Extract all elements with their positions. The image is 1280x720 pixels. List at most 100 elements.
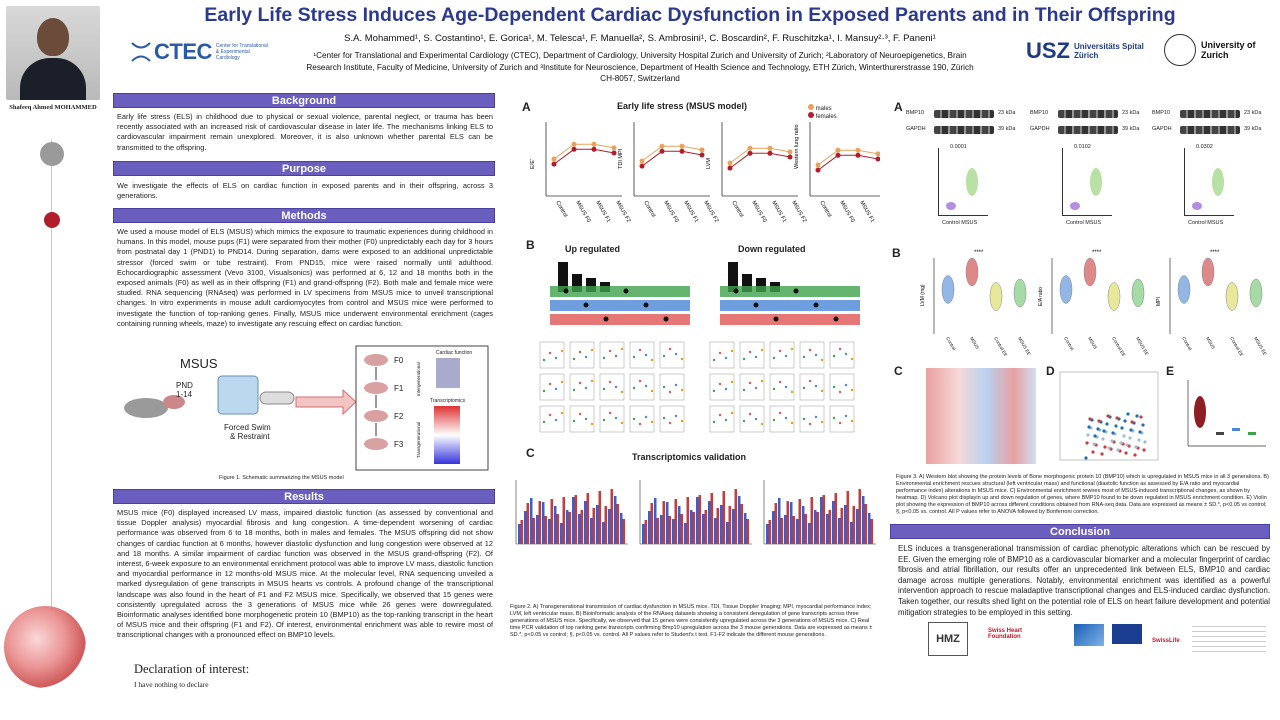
mini-point [748,381,752,385]
results-heading: Results [113,489,495,504]
mini-point [790,390,794,394]
data-point [815,162,821,168]
mini-plot [709,373,735,401]
generation-label: F1 [394,384,404,393]
mini-point [590,348,594,352]
data-point [835,147,841,153]
y-axis-label: TDI MPI [618,148,624,169]
bar-control [744,513,747,544]
bar-control [530,498,533,544]
set-row [550,286,690,297]
figure-1-caption: Figure 1. Schematic summarizing the MSUS… [219,475,344,481]
mini-point [548,382,552,386]
p-value: 0.0302 [1196,144,1213,150]
mini-point [572,357,576,361]
mini-point [778,349,782,353]
mini-plot [629,405,655,433]
kda-label: 39 kDa [998,126,1016,132]
bar-msus [644,520,647,544]
x-tick-label: MSUS [1087,336,1098,350]
volcano-point [1110,439,1114,443]
fig1-label: MSUS [180,356,218,371]
mini-point [850,419,854,423]
bmp10-plot [1184,148,1234,216]
heatmap-icon [434,406,460,464]
x-tick-label: Control MSUS [942,220,978,226]
violin [989,282,1003,311]
mini-point [808,348,812,352]
mouse-icon [364,382,388,394]
volcano-point [1097,419,1101,423]
bar-msus [580,510,583,544]
volcano-point [1103,445,1107,449]
violin [1131,278,1145,308]
p-value: 0.0001 [950,144,967,150]
mouse-icon [124,398,168,418]
bar-msus [786,501,789,544]
violin-control [1192,202,1202,210]
fig1-cardiac: Cardiac function [436,350,472,356]
bar-msus [834,493,837,544]
mini-point [844,383,848,387]
volcano-point [1120,426,1124,430]
mini-plot [659,405,685,433]
mini-point [724,418,728,422]
mini-point [674,414,678,418]
bar-control [808,523,811,544]
swim-tank-icon [217,375,259,415]
bar-msus [650,503,653,544]
fig2-caption: Figure 2. A) Transgenerational transmiss… [510,604,873,638]
fig3-panel-a: A [894,100,903,114]
x-tick-label: MSUS F2 [702,200,719,224]
mini-point [730,380,734,384]
volcano-point [1087,425,1091,429]
violin-f2 [1248,432,1256,435]
violin-control [1070,202,1080,210]
data-point [591,146,597,152]
volcano-point [1130,420,1134,424]
bar-msus [674,499,677,544]
data-point [679,148,685,154]
set-row [550,300,690,311]
bar-control [524,511,527,544]
data-point [699,147,705,153]
series-line [553,143,615,160]
bar-control [678,506,681,544]
mini-point [584,355,588,359]
bar-control [802,506,805,544]
uzh-logo: University of Zurich [1164,34,1261,66]
fig1-stress: Forced Swim & Restraint [224,423,271,441]
echo-machine-icon [436,358,460,388]
eu-flag-icon [1112,624,1142,644]
bmp10-label: BMP10 [1030,110,1049,116]
data-point [551,161,557,167]
p-value: 0.0102 [1074,144,1091,150]
x-tick-label: Control [554,200,568,218]
mini-point [578,350,582,354]
bar-msus [792,516,795,544]
mini-point [850,357,854,361]
bar-msus [870,519,873,544]
intersection-dot [813,302,819,308]
decorative-globe [4,606,86,688]
intersection-dot [773,316,779,322]
kda-label: 23 kDa [998,110,1016,116]
mini-point [668,347,672,351]
ctec-dna-icon [131,42,151,62]
mini-point [814,353,818,357]
mini-point [844,414,848,418]
mini-point [838,421,842,425]
mini-point [832,416,836,420]
x-tick-label: MSUS F1 [594,200,611,224]
mini-point [718,413,722,417]
set-bar [728,262,738,292]
violin [1201,257,1215,287]
mini-plot [739,405,765,433]
bar-msus [840,508,843,544]
bar-msus [846,491,849,544]
volcano-point [1115,416,1119,420]
mini-point [748,412,752,416]
mini-point [674,352,678,356]
fig3-panel-b: B [892,246,901,260]
